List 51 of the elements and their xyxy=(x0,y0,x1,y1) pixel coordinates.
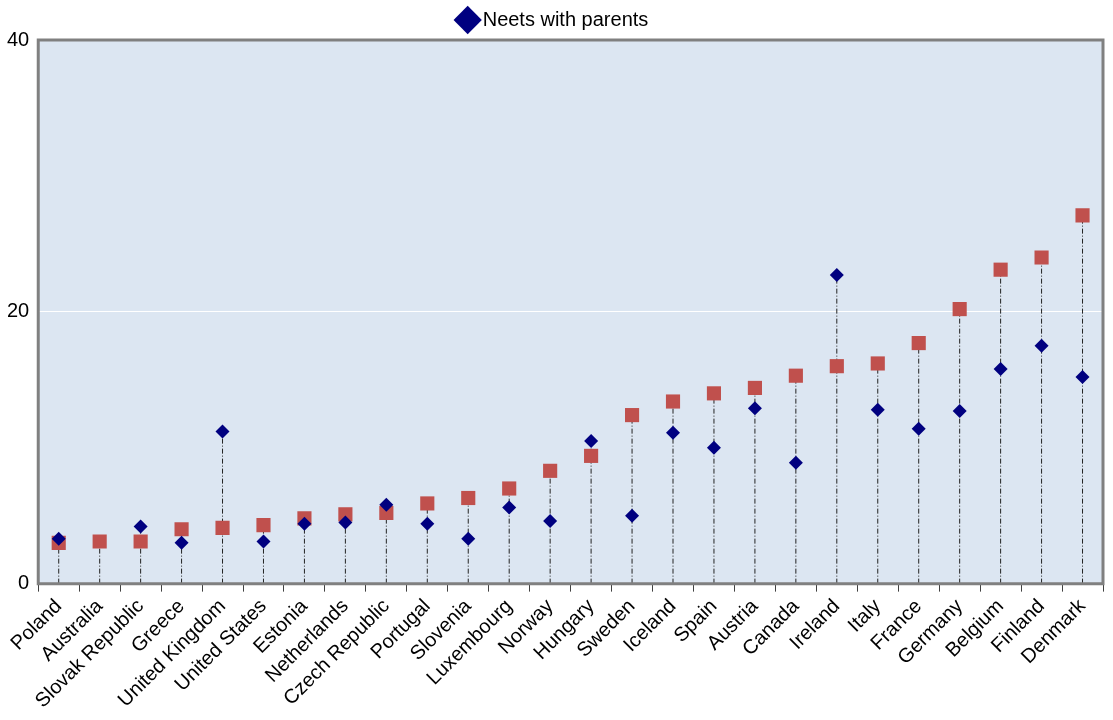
point xyxy=(788,368,803,383)
y-tick-label: 20 xyxy=(7,299,30,322)
point xyxy=(952,404,967,419)
point xyxy=(1075,370,1090,385)
y-tick-label: 0 xyxy=(18,571,30,594)
point xyxy=(297,516,312,531)
point xyxy=(256,534,271,549)
point xyxy=(952,302,967,317)
point xyxy=(665,394,681,409)
point xyxy=(747,401,762,416)
point xyxy=(625,508,640,523)
point xyxy=(420,496,435,511)
point xyxy=(911,336,926,351)
point xyxy=(215,424,230,439)
point xyxy=(624,408,640,423)
point xyxy=(829,359,844,374)
point xyxy=(92,534,107,549)
point xyxy=(461,531,476,546)
point xyxy=(993,361,1008,376)
point xyxy=(706,440,721,455)
point xyxy=(543,514,558,529)
point xyxy=(502,481,517,496)
point xyxy=(1034,338,1049,353)
point xyxy=(502,500,517,515)
point xyxy=(51,531,66,546)
point xyxy=(911,421,926,436)
point xyxy=(174,522,189,537)
point xyxy=(174,535,189,550)
point xyxy=(133,534,148,549)
legend-label: Neets with parents xyxy=(482,7,649,30)
point xyxy=(870,356,885,371)
point xyxy=(215,520,230,535)
point xyxy=(788,455,803,470)
point xyxy=(666,425,680,440)
y-tick-label: 40 xyxy=(7,27,30,50)
point xyxy=(1075,208,1090,223)
point xyxy=(338,515,353,530)
point xyxy=(870,402,885,417)
point xyxy=(584,448,599,463)
point xyxy=(256,518,271,533)
point xyxy=(133,519,148,534)
point xyxy=(461,490,476,506)
point xyxy=(993,262,1008,277)
point xyxy=(379,497,394,512)
point xyxy=(584,433,599,448)
point xyxy=(747,380,762,395)
point xyxy=(1034,250,1049,265)
point xyxy=(543,463,558,478)
point xyxy=(829,268,844,283)
point xyxy=(420,516,435,531)
point xyxy=(706,386,722,401)
